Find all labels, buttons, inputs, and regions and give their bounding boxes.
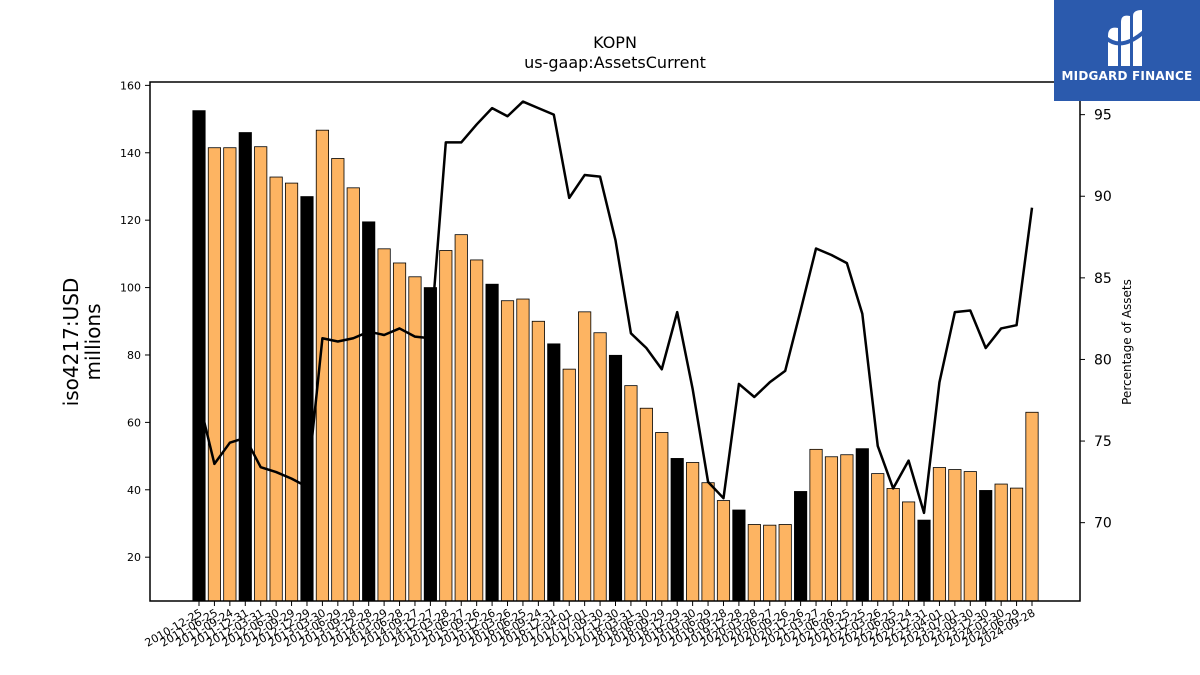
y2-tick-label: 70 — [1094, 516, 1112, 532]
y2-tick-label: 85 — [1094, 271, 1112, 287]
x-axis: 2010-12-252011-06-252011-09-242011-12-31… — [143, 601, 1038, 650]
y-tick-label: 20 — [127, 551, 141, 564]
bar-2020-06-27 — [763, 524, 777, 602]
bar-2013-12-28 — [362, 221, 376, 602]
bar-2012-03-31 — [254, 146, 268, 602]
bar-2018-06-30 — [639, 407, 653, 602]
bar-2024-09-28 — [1025, 411, 1039, 602]
y-tick-label: 140 — [120, 147, 141, 160]
bar-2010-12-25 — [192, 110, 206, 602]
y-tick-label: 40 — [127, 484, 141, 497]
bar-2021-09-25 — [840, 454, 854, 602]
bar-2023-04-01 — [932, 467, 947, 602]
chart-subtitle: us-gaap:AssetsCurrent — [524, 53, 706, 72]
bar-2015-03-28 — [439, 250, 453, 602]
bar-2022-03-26 — [871, 473, 885, 602]
bar-2012-06-30 — [269, 176, 283, 602]
bar-2011-06-25 — [207, 147, 221, 602]
midgard-finance-logo: MIDGARD FINANCE — [1054, 0, 1200, 101]
bar-2018-12-29 — [670, 458, 684, 602]
bar-2022-12-31 — [917, 519, 931, 602]
bar-2014-09-27 — [408, 276, 422, 602]
bar-2023-09-30 — [963, 471, 977, 602]
bar-2015-06-27 — [454, 234, 468, 602]
bar-2013-03-30 — [315, 129, 329, 602]
y2-tick-label: 95 — [1094, 108, 1112, 124]
bar-2012-09-29 — [284, 182, 299, 602]
bar-2017-12-30 — [608, 354, 623, 602]
bar-2020-09-26 — [778, 524, 792, 602]
y2-tick-label: 80 — [1094, 352, 1112, 368]
bar-2021-12-25 — [855, 448, 869, 602]
bar-2015-09-26 — [470, 259, 484, 602]
bar-2016-03-26 — [500, 300, 515, 602]
bar-2016-06-25 — [516, 298, 530, 602]
bar-2021-06-26 — [824, 456, 839, 602]
bar-2012-12-29 — [300, 196, 314, 602]
bar-2011-09-24 — [223, 147, 237, 602]
bar-2017-09-30 — [593, 332, 607, 602]
bar-2015-12-26 — [485, 283, 499, 602]
y-axis-label-line1: iso4217:USD — [59, 278, 83, 407]
bar-2019-12-28 — [732, 509, 746, 602]
plot-frame — [149, 81, 1081, 602]
bar-2017-04-01 — [562, 368, 576, 602]
bar-2022-06-25 — [886, 488, 900, 602]
y-axis-right: 70 75 80 85 90 95 — [1080, 108, 1112, 532]
y-axis-label-line2: millions — [81, 303, 105, 380]
y2-tick-label: 90 — [1094, 189, 1112, 205]
y-axis-left: 20 40 60 80 100 120 140 160 — [120, 79, 150, 564]
y2-axis-label: Percentage of Assets — [1120, 279, 1134, 405]
bar-2021-03-27 — [809, 448, 823, 602]
logo-text: MIDGARD FINANCE — [1061, 69, 1193, 83]
bar-2023-12-30 — [979, 490, 993, 602]
bar-2019-06-29 — [701, 482, 715, 602]
midgard-logo-icon — [1104, 10, 1148, 67]
bar-2019-09-28 — [716, 500, 731, 602]
bar-2011-12-31 — [238, 132, 252, 602]
bar-2013-09-28 — [346, 187, 360, 602]
y-tick-label: 60 — [127, 416, 141, 429]
bar-2014-03-29 — [377, 248, 391, 602]
y-tick-label: 120 — [120, 214, 141, 227]
y-tick-label: 160 — [120, 79, 141, 92]
bar-2020-03-28 — [747, 524, 761, 602]
bar-2020-12-26 — [794, 491, 808, 602]
bar-2018-09-29 — [655, 432, 669, 602]
bar-2016-12-31 — [547, 343, 561, 602]
chart-title: KOPN — [593, 33, 637, 52]
bar-2024-06-29 — [1010, 487, 1024, 602]
y-tick-label: 80 — [127, 349, 141, 362]
y2-tick-label: 75 — [1094, 434, 1112, 450]
bar-2013-06-29 — [331, 158, 345, 602]
bar-2017-07-01 — [578, 311, 592, 602]
bar-2022-09-24 — [902, 501, 916, 602]
bar-2023-07-01 — [948, 469, 962, 602]
bar-2024-03-30 — [994, 483, 1008, 602]
bar-2016-09-24 — [531, 320, 545, 602]
bar-2019-03-30 — [686, 462, 700, 602]
bar-2018-03-31 — [624, 385, 638, 602]
y-tick-label: 100 — [120, 282, 141, 295]
percentage-line — [197, 100, 1034, 515]
bar-2014-06-28 — [392, 262, 407, 602]
